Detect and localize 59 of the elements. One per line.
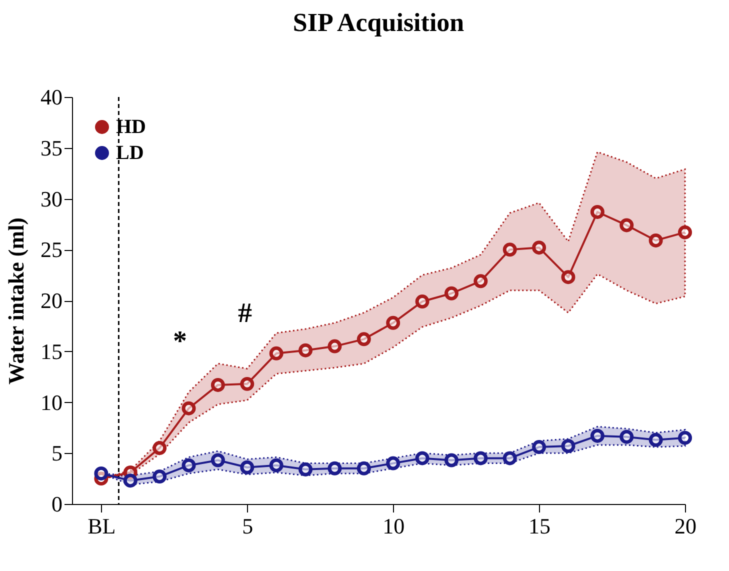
x-tick-label: 15 [528, 514, 551, 538]
annotation: # [238, 298, 252, 329]
x-tick-label: BL [88, 514, 116, 538]
point [240, 376, 254, 391]
point [269, 346, 284, 360]
point [444, 453, 458, 468]
point [356, 332, 371, 346]
y-tick-label: 5 [52, 440, 62, 466]
point [210, 378, 225, 392]
point [532, 440, 546, 454]
y-tick-label: 30 [40, 186, 62, 212]
point [502, 242, 517, 257]
point [298, 343, 313, 358]
chart-title: SIP Acquisition [292, 8, 465, 37]
point [210, 453, 225, 468]
point [532, 240, 546, 255]
x-tick-label: 10 [382, 514, 405, 538]
point [415, 294, 430, 308]
point [561, 270, 576, 284]
point [620, 218, 634, 232]
point [561, 439, 576, 453]
point [415, 451, 430, 466]
point [648, 432, 663, 447]
point [444, 286, 458, 300]
point [590, 204, 604, 219]
y-tick-label: 35 [40, 135, 62, 160]
point [356, 461, 371, 476]
point [152, 470, 167, 484]
point [94, 466, 108, 480]
point [386, 456, 400, 470]
point [678, 430, 692, 445]
point [474, 451, 488, 466]
x-tick-label: 5 [242, 514, 254, 538]
y-tick-label: 40 [40, 84, 62, 110]
y-tick-label: 15 [40, 338, 62, 364]
point [678, 225, 692, 240]
point [648, 233, 663, 248]
point [298, 462, 313, 476]
point [328, 339, 342, 354]
point [152, 441, 167, 456]
point [590, 428, 604, 443]
point [240, 460, 254, 474]
point [502, 451, 517, 466]
point [386, 316, 400, 330]
annotation: * [173, 326, 187, 357]
y-tick-label: 0 [52, 492, 62, 516]
legend-label: HD [116, 116, 146, 138]
y-tick-label: 20 [40, 288, 62, 313]
y-axis-title: Water intake (ml) [4, 217, 28, 385]
point [620, 430, 634, 444]
y-tick-label: 25 [40, 237, 62, 262]
point [269, 458, 284, 472]
y-tick-label: 10 [40, 390, 62, 415]
point [182, 401, 196, 416]
x-tick-label: 20 [674, 514, 696, 538]
point [328, 461, 342, 476]
point [182, 458, 196, 472]
point [474, 274, 488, 288]
point [123, 474, 138, 488]
